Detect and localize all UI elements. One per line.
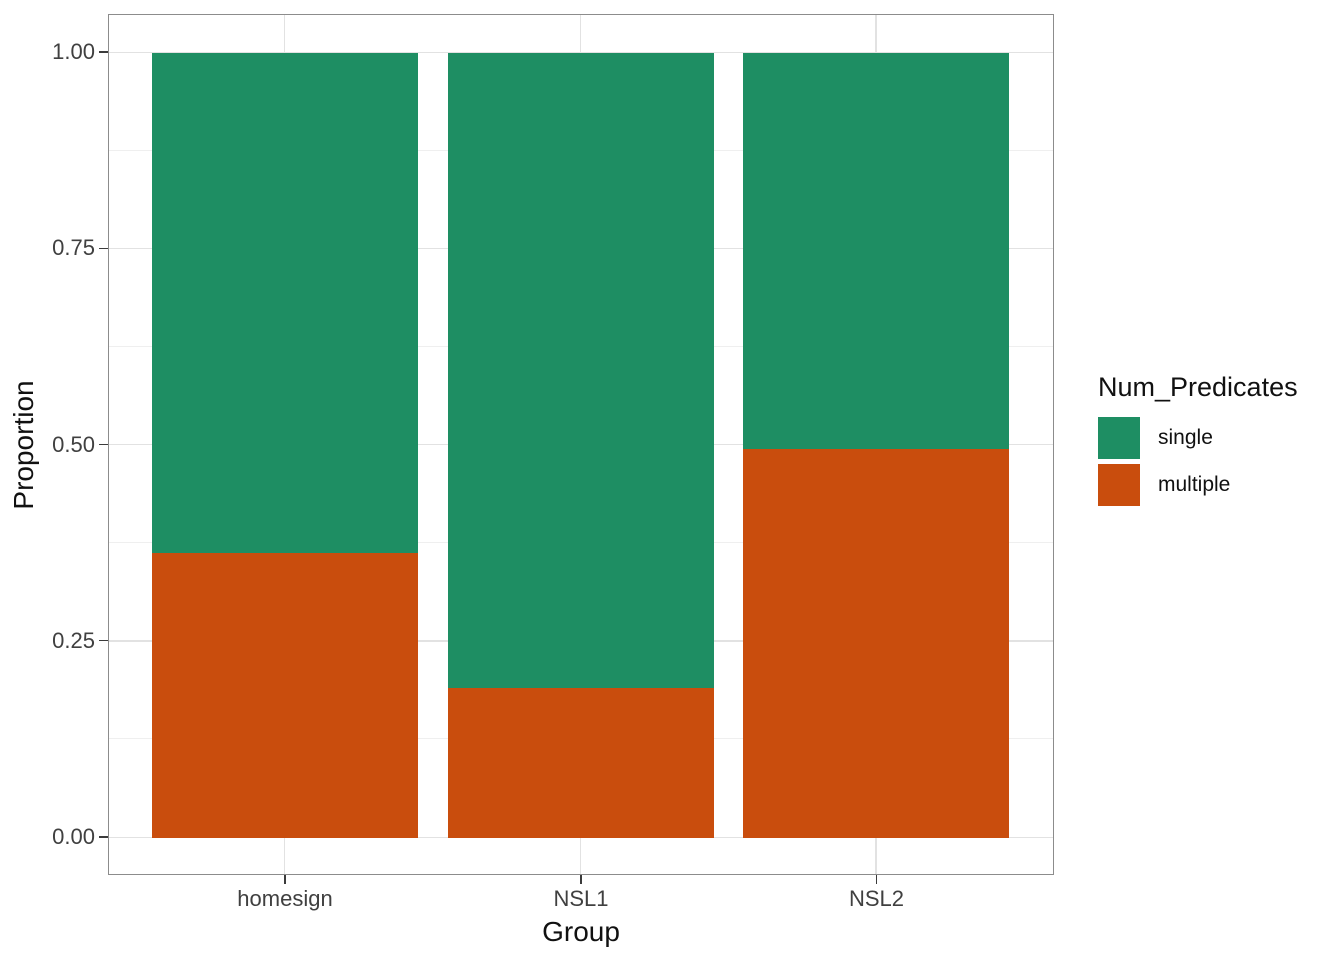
legend-items: single multiple: [1096, 417, 1298, 506]
x-tick-label: homesign: [237, 886, 333, 911]
x-tick-label: NSL2: [848, 886, 905, 911]
y-axis-tick: [99, 443, 108, 446]
legend-swatch-multiple-icon: [1098, 464, 1140, 506]
legend-item-single: single: [1096, 417, 1298, 459]
y-axis-tick: [99, 836, 108, 838]
y-axis-tick: [99, 51, 108, 53]
y-tick-label: 1.00: [52, 39, 95, 64]
y-tick-label: 0.50: [52, 431, 95, 457]
bar-segment-single-NSL1: [447, 53, 714, 689]
bar-segment-multiple-NSL1: [447, 688, 714, 838]
legend-swatch-single-icon: [1098, 417, 1140, 459]
legend-item-multiple: multiple: [1096, 464, 1298, 506]
y-tick-label: 0.75: [52, 235, 95, 261]
x-axis-title: Group: [542, 916, 620, 947]
x-tick-label: NSL1: [553, 886, 609, 911]
x-axis-tick: [875, 875, 878, 884]
y-tick-label: 0.25: [52, 627, 95, 653]
x-axis-tick: [284, 875, 286, 884]
legend: Num_Predicates single multiple: [1096, 372, 1298, 511]
y-tick-label: 0.00: [52, 824, 95, 849]
bar-segment-multiple-NSL2: [743, 449, 1009, 838]
y-axis-tick: [99, 640, 108, 642]
y-axis-title: Proportion: [8, 380, 39, 510]
x-axis-tick: [580, 875, 582, 884]
y-axis-tick: [99, 247, 108, 249]
bar-segment-single-NSL2: [743, 53, 1009, 450]
legend-label: multiple: [1158, 473, 1231, 496]
legend-title: Num_Predicates: [1098, 372, 1298, 402]
bar-segment-single-homesign: [151, 53, 418, 554]
plot-panel: [108, 14, 1054, 875]
legend-label: single: [1158, 426, 1213, 449]
bar-segment-multiple-homesign: [151, 553, 418, 838]
